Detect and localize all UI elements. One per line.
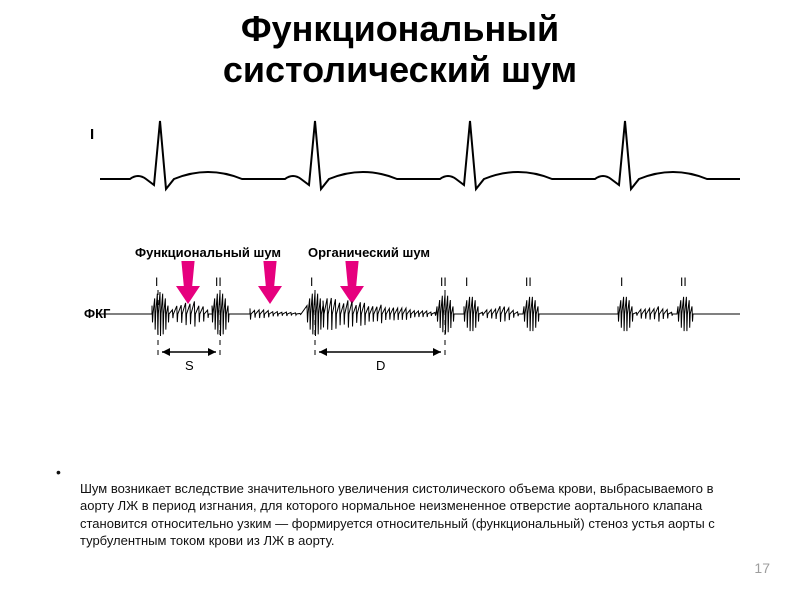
svg-text:II: II: [680, 275, 687, 289]
bullet-dot: •: [56, 464, 61, 480]
svg-text:II: II: [525, 275, 532, 289]
svg-text:I: I: [90, 126, 94, 143]
body-text: Шум возникает вследствие значительного у…: [80, 480, 740, 550]
slide-title: Функциональный систолический шум: [0, 0, 800, 91]
svg-text:II: II: [440, 275, 447, 289]
title-line1: Функциональный: [241, 8, 559, 49]
svg-text:I: I: [310, 275, 313, 289]
svg-text:D: D: [376, 358, 385, 373]
svg-text:I: I: [465, 275, 468, 289]
svg-text:S: S: [185, 358, 194, 373]
page-number: 17: [754, 560, 770, 576]
svg-text:ФКГ: ФКГ: [84, 306, 111, 321]
svg-text:II: II: [215, 275, 222, 289]
title-line2: систолический шум: [223, 49, 577, 90]
svg-text:I: I: [620, 275, 623, 289]
ecg-pcg-diagram: IФункциональный шумОрганический шумФКГII…: [40, 109, 760, 389]
svg-text:I: I: [155, 275, 158, 289]
svg-text:Органический шум: Органический шум: [308, 245, 430, 260]
svg-text:Функциональный шум: Функциональный шум: [135, 245, 281, 260]
